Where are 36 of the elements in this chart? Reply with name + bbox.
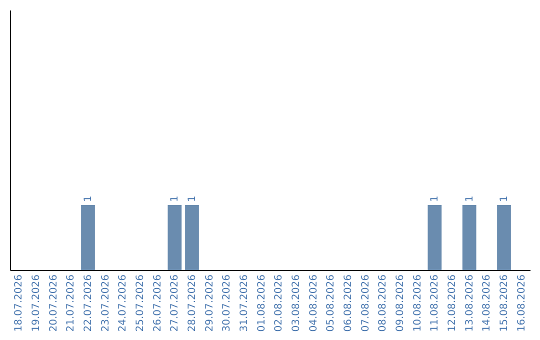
data-label: 1 xyxy=(430,196,441,202)
x-tick-label: 22.07.2026 xyxy=(83,274,94,332)
x-tick-label: 16.08.2026 xyxy=(516,274,528,332)
x-tick-label: 09.08.2026 xyxy=(395,274,406,332)
x-tick-label: 15.08.2026 xyxy=(499,274,510,332)
x-tick-label: 23.07.2026 xyxy=(100,274,112,332)
x-tick-label: 04.08.2026 xyxy=(308,274,320,332)
x-tick-label: 30.07.2026 xyxy=(222,274,233,332)
x-tick-label: 31.07.2026 xyxy=(239,274,250,332)
x-tick-label: 01.08.2026 xyxy=(256,274,268,332)
x-tick-label: 25.07.2026 xyxy=(135,274,146,332)
x-tick-label: 12.08.2026 xyxy=(447,274,458,332)
x-tick-label: 19.07.2026 xyxy=(31,274,42,332)
data-label: 1 xyxy=(170,196,181,202)
data-label: 1 xyxy=(464,196,476,202)
data-label: 1 xyxy=(499,196,510,202)
x-tick-label: 20.07.2026 xyxy=(48,274,60,332)
x-tick-label: 29.07.2026 xyxy=(204,274,216,332)
x-tick-label: 13.08.2026 xyxy=(464,274,476,332)
x-tick-label: 03.08.2026 xyxy=(291,274,302,332)
x-tick-label: 26.07.2026 xyxy=(152,274,164,332)
x-tick-label: 27.07.2026 xyxy=(170,274,181,332)
x-tick-label: 28.07.2026 xyxy=(187,274,198,332)
x-tick-label: 11.08.2026 xyxy=(430,274,441,332)
x-tick-label: 08.08.2026 xyxy=(378,274,389,332)
x-tick-label: 21.07.2026 xyxy=(66,274,77,332)
x-tick-label: 10.08.2026 xyxy=(412,274,424,332)
x-tick-label: 02.08.2026 xyxy=(274,274,285,332)
data-label: 1 xyxy=(187,196,198,202)
x-tick-label: 14.08.2026 xyxy=(482,274,493,332)
x-tick-label: 18.07.2026 xyxy=(14,274,25,332)
x-tick-label: 05.08.2026 xyxy=(326,274,337,332)
x-tick-label: 06.08.2026 xyxy=(343,274,354,332)
x-tick-label: 07.08.2026 xyxy=(360,274,372,332)
data-label: 1 xyxy=(83,196,94,202)
x-tick-label: 24.07.2026 xyxy=(118,274,129,332)
